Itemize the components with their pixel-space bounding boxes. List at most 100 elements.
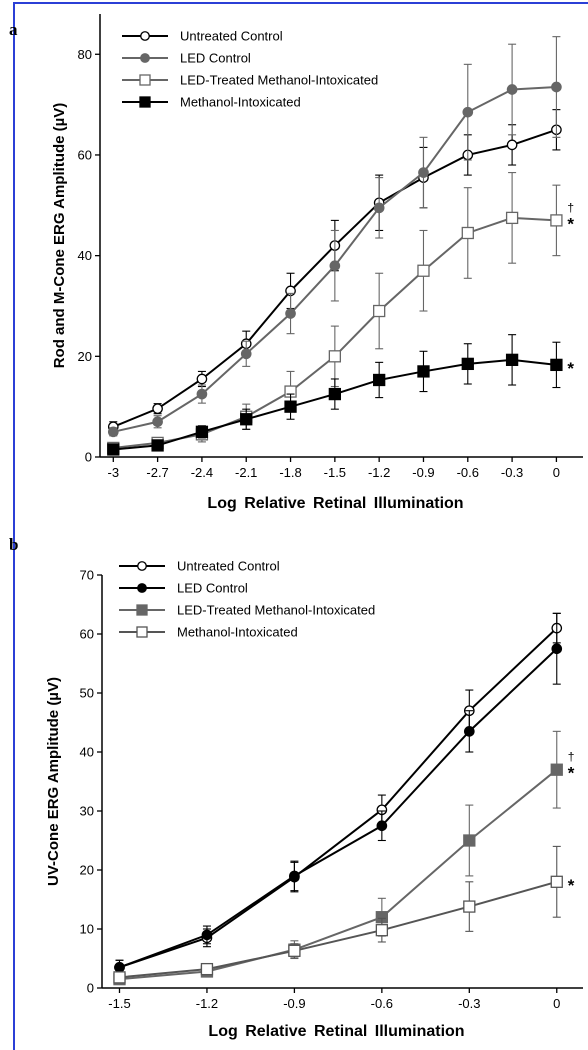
y-tick-label: 40 xyxy=(78,248,92,263)
series-methanol-intoxicated xyxy=(107,334,563,456)
significance-asterisk: * xyxy=(568,764,575,783)
data-point xyxy=(107,426,119,438)
y-axis-label: UV-Cone ERG Amplitude (µV) xyxy=(45,677,62,886)
data-point xyxy=(114,962,125,973)
data-point xyxy=(461,357,474,371)
x-tick-label: 0 xyxy=(553,465,560,480)
data-point xyxy=(461,226,474,240)
legend-item: Methanol-Intoxicated xyxy=(119,625,298,640)
y-tick-label: 0 xyxy=(87,981,94,996)
data-point xyxy=(240,348,252,360)
legend: Untreated Control LED Control LED-Treated … xyxy=(119,559,375,640)
x-tick-label: -1.2 xyxy=(368,465,390,480)
data-point xyxy=(328,350,342,363)
data-point xyxy=(329,260,341,272)
data-point xyxy=(506,139,518,151)
series-line xyxy=(119,768,558,981)
data-point xyxy=(506,84,518,95)
y-tick-label: 10 xyxy=(80,922,94,937)
legend-label: LED Control xyxy=(177,581,248,596)
data-point xyxy=(417,264,430,277)
x-tick-label: -2.4 xyxy=(191,465,213,480)
significance-dagger: † xyxy=(568,750,575,764)
legend-item: Untreated Control xyxy=(122,29,283,44)
data-point xyxy=(462,106,474,118)
data-point xyxy=(551,643,563,655)
legend-marker xyxy=(140,31,150,41)
significance-dagger: † xyxy=(567,200,574,214)
data-point xyxy=(284,400,297,413)
y-tick-label: 60 xyxy=(78,147,92,162)
legend-item: Methanol-Intoxicated xyxy=(122,95,301,110)
legend-marker xyxy=(140,53,150,63)
data-point xyxy=(550,214,563,227)
legend-label: Methanol-Intoxicated xyxy=(177,625,298,640)
data-point xyxy=(151,439,164,452)
data-point xyxy=(289,870,300,882)
data-point xyxy=(113,971,126,984)
legend-label: Methanol-Intoxicated xyxy=(180,95,301,110)
data-point xyxy=(463,834,476,847)
legend-marker xyxy=(137,561,147,571)
y-tick-label: 20 xyxy=(80,863,94,878)
data-point xyxy=(505,211,519,225)
data-point xyxy=(375,924,389,937)
series-methanol-intoxicated xyxy=(113,845,563,984)
series-line xyxy=(119,627,558,969)
data-point xyxy=(551,81,562,93)
figure-border-left xyxy=(13,2,15,1050)
data-point xyxy=(418,167,429,178)
series-line xyxy=(119,648,558,969)
y-axis-label: Rod and M-Cone ERG Amplitude (µV) xyxy=(51,103,68,369)
x-tick-label: -1.8 xyxy=(279,465,301,480)
legend-label: LED-Treated Methanol-Intoxicated xyxy=(180,73,378,88)
legend-marker xyxy=(139,96,151,108)
y-tick-label: 60 xyxy=(80,627,94,642)
y-tick-label: 0 xyxy=(85,450,92,465)
significance-asterisk: * xyxy=(568,876,575,895)
significance-asterisk: * xyxy=(567,214,574,233)
data-point xyxy=(373,373,386,387)
data-point xyxy=(288,944,301,957)
data-point xyxy=(196,373,208,385)
y-tick-label: 70 xyxy=(80,568,94,583)
legend-item: LED-Treated Methanol-Intoxicated xyxy=(119,603,375,618)
series-led-control xyxy=(107,36,562,438)
legend-marker xyxy=(137,583,147,593)
data-point xyxy=(201,929,213,941)
data-point xyxy=(195,425,209,438)
legend-item: Untreated Control xyxy=(119,559,280,574)
x-tick-label: -1.2 xyxy=(196,996,218,1011)
x-tick-label: -0.9 xyxy=(283,996,305,1011)
x-tick-label: -2.7 xyxy=(146,465,168,480)
legend-marker xyxy=(136,626,148,638)
x-tick-label: -0.3 xyxy=(458,996,480,1011)
panel-letter-a: a xyxy=(9,20,18,39)
data-point xyxy=(285,308,296,319)
figure-border-top xyxy=(13,2,588,4)
y-tick-label: 80 xyxy=(78,47,92,62)
x-tick-label: -3 xyxy=(108,465,120,480)
legend-label: LED Control xyxy=(180,51,251,66)
data-point xyxy=(373,202,385,214)
x-tick-label: -0.9 xyxy=(412,465,434,480)
y-tick-label: 50 xyxy=(80,686,94,701)
significance-asterisk: * xyxy=(567,359,574,378)
chart-panel-b: 0 10 20 30 40 50 60 70 -1.5 -1.2 -0.9 -0.6 -0.3 0 Log … xyxy=(45,559,583,1040)
data-point xyxy=(505,353,519,366)
data-point xyxy=(373,304,386,318)
x-tick-label: -1.5 xyxy=(324,465,346,480)
legend-item: LED-Treated Methanol-Intoxicated xyxy=(122,73,378,88)
x-tick-label: -0.6 xyxy=(457,465,479,480)
data-point xyxy=(463,726,475,737)
x-tick-label: -2.1 xyxy=(235,465,257,480)
legend-label: Untreated Control xyxy=(177,559,280,574)
x-tick-label: 0 xyxy=(553,996,560,1011)
data-point xyxy=(550,875,563,888)
series-untreated-control xyxy=(114,612,563,975)
series-line xyxy=(119,880,558,979)
data-point xyxy=(463,900,476,913)
series-led-control xyxy=(114,612,563,975)
legend-label: LED-Treated Methanol-Intoxicated xyxy=(177,603,375,618)
